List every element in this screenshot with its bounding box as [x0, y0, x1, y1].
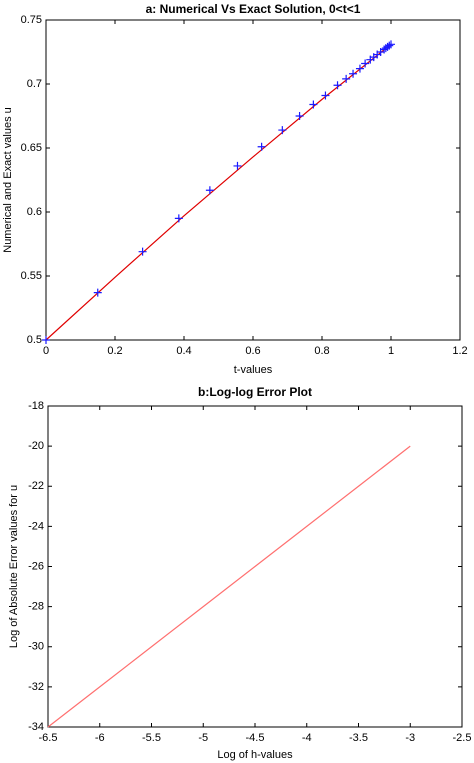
data-line: [47, 445, 411, 728]
chart-title: b:Log-log Error Plot: [198, 385, 312, 399]
chart-title: a: Numerical Vs Exact Solution, 0<t<1: [146, 2, 361, 16]
y-tick-label: -18: [28, 400, 44, 412]
data-point: [361, 59, 370, 68]
x-tick-label: -4.5: [246, 732, 265, 744]
x-tick-label: 0.8: [314, 345, 329, 357]
y-axis-label: Log of Absolute Error values for u: [8, 485, 20, 648]
y-tick-label: -32: [28, 681, 44, 693]
y-tick-label: -28: [28, 601, 44, 613]
data-point: [309, 100, 318, 109]
x-tick-label: 0: [43, 345, 49, 357]
y-tick-label: 0.55: [21, 270, 42, 282]
data-point: [342, 74, 351, 83]
data-point: [349, 69, 358, 78]
y-tick-label: -22: [28, 480, 44, 492]
x-tick-label: -6.5: [39, 732, 58, 744]
x-axis-label: t-values: [234, 364, 273, 376]
x-tick-label: 1: [388, 345, 394, 357]
data-point: [138, 247, 147, 256]
data-point: [355, 64, 364, 73]
data-point: [205, 186, 214, 195]
x-axis-label: Log of h-values: [217, 749, 293, 761]
data-point: [295, 112, 304, 120]
x-tick-label: -3: [405, 732, 415, 744]
y-tick-label: -20: [28, 440, 44, 452]
y-tick-label: -24: [28, 520, 44, 532]
x-tick-label: -4: [302, 732, 312, 744]
x-tick-label: -5: [198, 732, 208, 744]
x-tick-label: 0.2: [107, 345, 122, 357]
y-tick-label: 0.7: [27, 78, 42, 90]
y-tick-label: 0.75: [21, 14, 42, 26]
data-point: [387, 40, 395, 49]
x-tick-label: 0.4: [176, 345, 191, 357]
data-point: [385, 41, 394, 50]
x-tick-label: -3.5: [349, 732, 368, 744]
x-tick-label: -6: [95, 732, 105, 744]
data-point: [321, 91, 330, 100]
y-tick-label: 0.6: [27, 206, 42, 218]
y-axis-label: Numerical and Exact values u: [2, 107, 14, 253]
data-point: [233, 161, 242, 170]
y-tick-label: 0.65: [21, 142, 42, 154]
data-point: [174, 214, 183, 223]
data-point: [93, 288, 102, 297]
data-point: [278, 126, 287, 135]
data-line: [45, 43, 392, 341]
data-point: [333, 81, 342, 90]
plot-frame: [45, 19, 461, 341]
x-tick-label: 1.2: [452, 345, 467, 357]
y-tick-label: -30: [28, 641, 44, 653]
y-tick-label: 0.5: [27, 334, 42, 346]
x-tick-label: 0.6: [245, 345, 260, 357]
data-point: [257, 142, 266, 151]
y-tick-label: -26: [28, 560, 44, 572]
data-point: [42, 336, 50, 344]
x-tick-label: -2.5: [453, 732, 472, 744]
x-tick-label: -5.5: [142, 732, 161, 744]
y-tick-label: -34: [28, 721, 44, 733]
